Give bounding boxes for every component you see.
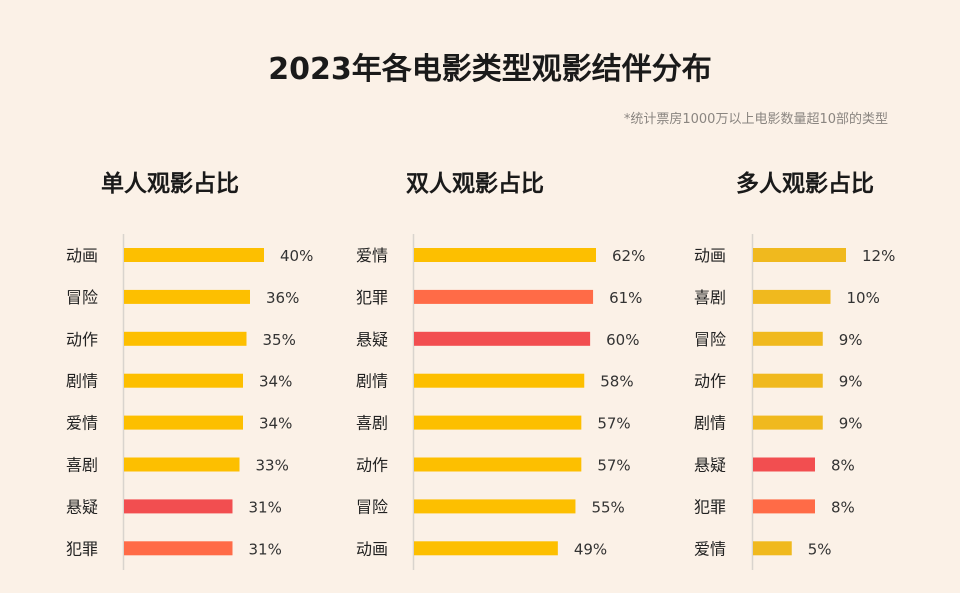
bar-犯罪 xyxy=(124,541,233,556)
value-label: 10% xyxy=(847,289,880,307)
category-label: 动画 xyxy=(356,539,388,558)
bar-冒险 xyxy=(414,499,576,514)
chart-title: 2023年各电影类型观影结伴分布 xyxy=(268,52,712,87)
value-label: 8% xyxy=(831,498,855,516)
category-label: 动画 xyxy=(694,246,726,265)
category-label: 冒险 xyxy=(356,497,388,516)
value-label: 8% xyxy=(831,457,855,475)
category-label: 动作 xyxy=(694,372,726,391)
value-label: 33% xyxy=(256,457,289,475)
value-label: 60% xyxy=(606,331,639,349)
value-label: 9% xyxy=(839,373,863,391)
value-label: 31% xyxy=(249,498,282,516)
category-label: 犯罪 xyxy=(66,539,98,558)
value-label: 31% xyxy=(249,540,282,558)
bar-爱情 xyxy=(124,415,243,430)
bar-悬疑 xyxy=(753,457,815,472)
value-label: 9% xyxy=(839,331,863,349)
category-label: 悬疑 xyxy=(66,497,98,516)
value-label: 9% xyxy=(839,415,863,433)
bar-动画 xyxy=(753,248,846,262)
panel-title-group: 多人观影占比 xyxy=(736,171,874,197)
category-label: 剧情 xyxy=(66,372,98,391)
category-label: 冒险 xyxy=(694,330,726,349)
bar-爱情 xyxy=(414,248,596,262)
category-label: 犯罪 xyxy=(694,497,726,516)
bar-剧情 xyxy=(414,373,585,388)
bar-悬疑 xyxy=(124,499,233,514)
bar-剧情 xyxy=(124,373,243,388)
category-label: 剧情 xyxy=(356,372,388,391)
bar-悬疑 xyxy=(414,331,591,346)
category-label: 爱情 xyxy=(356,246,388,265)
category-label: 冒险 xyxy=(66,288,98,307)
value-label: 36% xyxy=(266,289,299,307)
category-label: 爱情 xyxy=(694,539,726,558)
bar-喜剧 xyxy=(414,415,582,430)
category-label: 动画 xyxy=(66,246,98,265)
bar-犯罪 xyxy=(753,499,815,514)
value-label: 35% xyxy=(263,331,296,349)
category-label: 悬疑 xyxy=(356,330,388,349)
category-label: 爱情 xyxy=(66,414,98,433)
bar-动画 xyxy=(124,248,264,262)
bar-喜剧 xyxy=(124,457,240,472)
value-label: 58% xyxy=(600,373,633,391)
category-label: 喜剧 xyxy=(66,456,98,475)
panel-title-single: 单人观影占比 xyxy=(101,171,239,197)
category-label: 喜剧 xyxy=(694,288,726,307)
category-label: 喜剧 xyxy=(356,414,388,433)
bar-冒险 xyxy=(753,331,823,346)
bar-爱情 xyxy=(753,541,792,556)
bar-冒险 xyxy=(124,289,250,304)
value-label: 40% xyxy=(280,247,313,265)
category-label: 剧情 xyxy=(694,414,726,433)
bar-犯罪 xyxy=(414,289,594,304)
value-label: 57% xyxy=(597,415,630,433)
value-label: 62% xyxy=(612,247,645,265)
value-label: 57% xyxy=(597,457,630,475)
category-label: 悬疑 xyxy=(694,456,726,475)
bar-动作 xyxy=(124,331,247,346)
bar-剧情 xyxy=(753,415,823,430)
value-label: 55% xyxy=(591,498,624,516)
panel-title-pair: 双人观影占比 xyxy=(406,171,544,197)
bar-喜剧 xyxy=(753,289,831,304)
category-label: 犯罪 xyxy=(356,288,388,307)
value-label: 12% xyxy=(862,247,895,265)
value-label: 61% xyxy=(609,289,642,307)
value-label: 49% xyxy=(574,540,607,558)
value-label: 34% xyxy=(259,373,292,391)
bar-动画 xyxy=(414,541,558,556)
bar-动作 xyxy=(753,373,823,388)
value-label: 34% xyxy=(259,415,292,433)
value-label: 5% xyxy=(808,540,832,558)
category-label: 动作 xyxy=(66,330,98,349)
chart-note: *统计票房1000万以上电影数量超10部的类型 xyxy=(623,112,888,127)
bar-动作 xyxy=(414,457,582,472)
category-label: 动作 xyxy=(356,456,388,475)
